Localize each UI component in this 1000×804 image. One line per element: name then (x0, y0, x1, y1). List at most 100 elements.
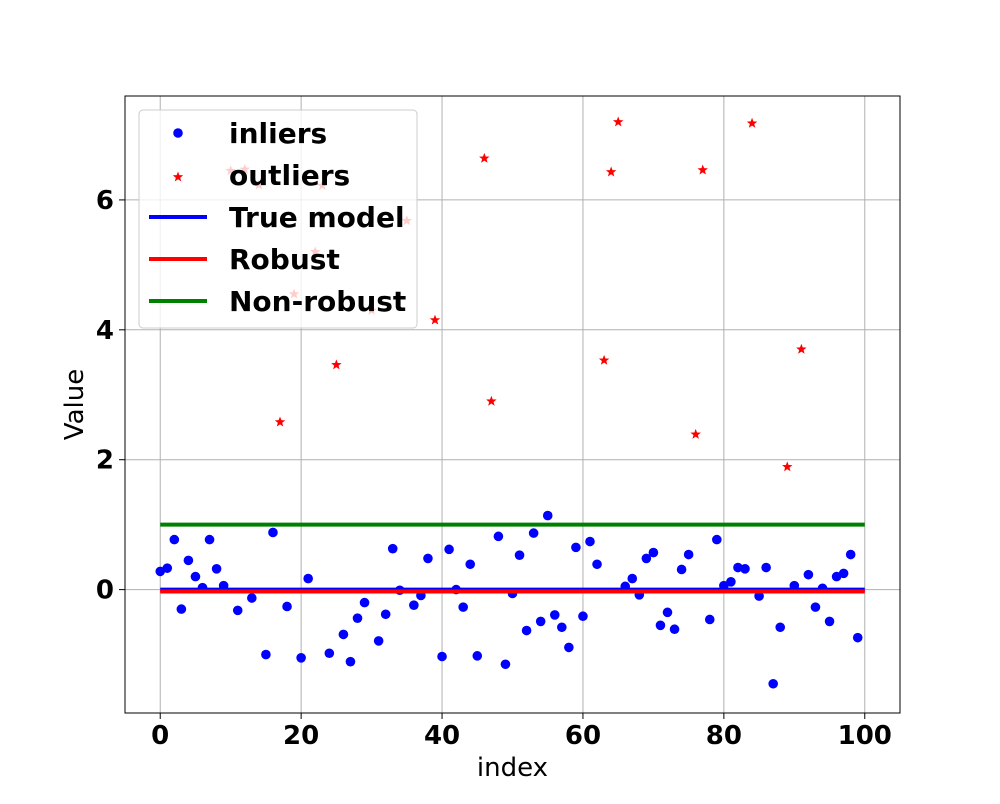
inlier-point (345, 656, 356, 667)
inlier-point (585, 536, 595, 547)
y-tick-label: 4 (96, 316, 114, 346)
inlier-point (247, 593, 257, 603)
y-tick-label: 6 (96, 186, 114, 216)
inlier-point (662, 607, 673, 618)
plot-frame (124, 95, 901, 714)
inlier-point (803, 569, 814, 580)
x-tick-label: 80 (706, 721, 742, 751)
inlier-point (824, 616, 835, 627)
inlier-point (683, 549, 694, 560)
outlier-point (479, 152, 490, 163)
inlier-point (303, 573, 313, 584)
inlier-point (557, 622, 567, 633)
legend-box (138, 109, 418, 329)
inlier-point (514, 550, 525, 560)
outlier-point (690, 428, 701, 439)
inlier-point (458, 602, 468, 612)
inlier-point (352, 613, 363, 623)
outlier-point (598, 354, 610, 365)
inlier-point (162, 563, 173, 573)
inlier-point (409, 600, 419, 610)
x-tick-label: 20 (283, 721, 319, 751)
inlier-point (549, 610, 560, 620)
inlier-point (437, 651, 447, 662)
inlier-point (261, 649, 271, 660)
inlier-point (387, 543, 398, 554)
inlier-point (176, 604, 187, 614)
x-tick-label: 100 (838, 721, 892, 751)
outlier-point (429, 314, 441, 325)
inlier-point (190, 571, 201, 582)
outlier-point (746, 117, 758, 128)
inlier-point (169, 534, 180, 545)
inlier-point (465, 559, 476, 570)
inlier-point (810, 602, 821, 612)
inlier-point (211, 564, 222, 574)
inlier-point (521, 625, 532, 636)
x-tick-label: 60 (565, 721, 601, 751)
inlier-point (564, 642, 574, 653)
legend-inliers-marker (173, 128, 183, 138)
outlier-point (796, 343, 807, 354)
y-tick-label: 0 (96, 576, 114, 606)
plot-data (155, 116, 865, 689)
inlier-point (775, 622, 786, 633)
legend-label: outliers (229, 159, 350, 192)
inlier-point (296, 652, 306, 663)
inlier-point (845, 549, 856, 560)
inlier-point (373, 636, 384, 646)
inlier-point (359, 597, 370, 608)
inlier-point (183, 555, 194, 566)
inlier-point (704, 614, 715, 625)
inlier-point (380, 609, 391, 620)
legend-label: Non-robust (229, 285, 406, 318)
outlier-point (486, 395, 497, 406)
inlier-point (648, 547, 659, 558)
inlier-point (204, 534, 215, 545)
inlier-point (282, 601, 292, 612)
inlier-point (676, 564, 687, 575)
legend-label: Robust (229, 243, 340, 276)
inlier-point (712, 534, 722, 545)
outlier-point (612, 116, 624, 127)
inlier-point (641, 553, 652, 564)
inlier-point (592, 559, 602, 570)
legend-label: True model (229, 201, 405, 234)
inlier-point (852, 632, 863, 643)
inlier-point (761, 562, 771, 573)
x-tick-label: 0 (151, 721, 169, 751)
inlier-point (444, 544, 454, 555)
inlier-point (423, 553, 433, 564)
inlier-point (726, 577, 736, 587)
axes: 0 20 40 60 80 100 0 2 4 6 index Value (60, 95, 901, 783)
y-axis-label: Value (60, 369, 90, 440)
inlier-point (768, 678, 778, 689)
inlier-point (578, 611, 588, 622)
outlier-point (697, 164, 708, 175)
inlier-point (528, 528, 539, 538)
inlier-point (500, 659, 511, 670)
inlier-point (268, 527, 278, 538)
inlier-point (740, 564, 750, 574)
legend-label: inliers (229, 117, 327, 150)
inlier-point (535, 616, 546, 627)
inlier-point (571, 542, 581, 553)
inlier-point (338, 629, 349, 640)
outlier-point (605, 166, 617, 177)
x-axis-label: index (477, 753, 548, 783)
inlier-point (655, 620, 666, 631)
inlier-point (232, 605, 243, 616)
inlier-point (324, 648, 335, 659)
y-tick-label: 2 (96, 446, 114, 476)
inlier-point (669, 624, 680, 635)
legend: inliers outliers True model Robust Non-robus… (138, 109, 418, 329)
x-tick-label: 40 (424, 721, 460, 751)
inlier-point (472, 651, 483, 661)
inlier-point (493, 531, 504, 542)
outlier-point (274, 416, 286, 427)
outlier-point (331, 359, 342, 370)
outlier-point (782, 461, 793, 472)
inlier-point (754, 591, 764, 601)
